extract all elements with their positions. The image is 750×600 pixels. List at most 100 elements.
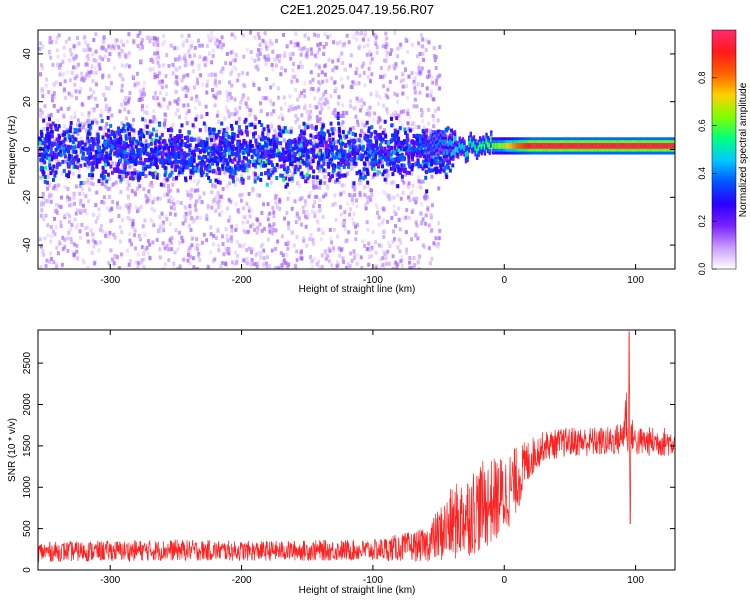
spectrogram-noise-cell <box>190 60 194 65</box>
spectrogram-line-cell <box>483 144 487 150</box>
spectrogram-band-cell <box>380 139 384 144</box>
spectrogram-band-cell <box>274 152 278 157</box>
spectrogram-band-cell <box>65 173 69 178</box>
spectrogram-noise-cell <box>360 122 364 127</box>
spectrogram-band-cell <box>442 132 446 137</box>
spectrogram-band-cell <box>252 134 256 139</box>
spectrogram-band-cell <box>431 168 435 173</box>
spectrogram-band-cell <box>336 149 340 154</box>
spectrogram-band-cell <box>311 148 315 153</box>
spectrogram-noise-cell <box>371 230 375 235</box>
spectrogram-band-cell <box>392 160 396 165</box>
spectrogram-noise-cell <box>251 188 255 193</box>
spectrogram-noise-cell <box>316 33 320 38</box>
spectrogram-noise-cell <box>355 198 359 203</box>
spectrogram-band-cell <box>358 133 362 138</box>
spectrogram-band-cell <box>425 157 429 162</box>
spectrogram-noise-cell <box>326 254 330 259</box>
spectrogram-noise-cell <box>296 41 300 46</box>
spectrogram-noise-cell <box>94 118 98 123</box>
spectrogram-band-cell <box>83 147 87 152</box>
spectrogram-noise-cell <box>162 97 166 102</box>
spectrogram-band-cell <box>57 135 61 140</box>
spectrogram-noise-cell <box>191 236 195 241</box>
spectrogram-band-cell <box>418 139 422 144</box>
spectrogram-band-cell <box>227 135 231 140</box>
spectrogram-line-cell <box>477 145 480 152</box>
spectrogram-band-cell <box>166 128 170 133</box>
spectrogram-band-cell <box>62 139 66 144</box>
spectrogram-band-cell <box>48 153 52 158</box>
spectrogram-noise-cell <box>317 80 321 85</box>
spectrogram-band-cell <box>434 133 438 138</box>
spectrogram-band-cell <box>250 154 254 159</box>
spectrogram-band-cell <box>51 121 55 126</box>
spectrogram-band-cell <box>326 151 330 156</box>
spectrogram-noise-cell <box>235 224 239 229</box>
spectrogram-noise-cell <box>195 137 199 142</box>
spectrogram-noise-cell <box>270 248 274 253</box>
spectrogram-noise-cell <box>42 214 46 219</box>
spectrogram-line-cell <box>482 141 485 147</box>
spectrogram-noise-cell <box>312 256 316 261</box>
spectrogram-noise-cell <box>382 250 386 255</box>
spectrogram-noise-cell <box>190 96 194 101</box>
spectrogram-noise-cell <box>199 73 203 78</box>
spectrogram-noise-cell <box>420 202 424 207</box>
spectrogram-band-cell <box>224 147 228 152</box>
spectrogram-noise-cell <box>163 262 167 267</box>
spectrogram-noise-cell <box>214 195 218 200</box>
spectrogram-band-cell <box>55 137 59 142</box>
spectrogram-noise-cell <box>213 184 217 189</box>
spectrogram-band-cell <box>267 159 271 164</box>
spectrogram-band-cell <box>393 128 397 133</box>
spectrogram-noise-cell <box>354 114 358 119</box>
spectrogram-band-cell <box>169 151 173 156</box>
spectrogram-noise-cell <box>230 224 234 229</box>
spectrogram-noise-cell <box>161 241 165 246</box>
spectrogram-noise-cell <box>353 193 357 198</box>
spectrogram-noise-cell <box>387 240 391 245</box>
spectrogram-band-cell <box>150 149 154 154</box>
spectrogram-band-cell <box>183 163 187 168</box>
spectrogram-noise-cell <box>418 51 422 56</box>
spectrogram-band-cell <box>304 147 308 152</box>
spectrogram-band-cell <box>186 135 190 140</box>
spectrogram-band-cell <box>48 163 52 168</box>
spectrogram-noise-cell <box>341 110 345 115</box>
spectrogram-band-cell <box>389 145 393 150</box>
spectrogram-band-cell <box>231 147 235 152</box>
spectrogram-band-cell <box>218 143 222 148</box>
spectrogram-band-cell <box>118 136 122 141</box>
spectrogram-band-cell <box>135 139 139 144</box>
spectrogram-noise-cell <box>335 260 339 265</box>
spectrogram-band-cell <box>178 170 182 175</box>
spectrogram-noise-cell <box>410 143 414 148</box>
spectrogram-band-cell <box>401 157 405 162</box>
spectrogram-noise-cell <box>331 202 335 207</box>
spectrogram-band-cell <box>213 148 217 153</box>
spectrogram-band-cell <box>421 129 425 134</box>
spectrogram-band-cell <box>148 119 152 124</box>
spectrogram-band-cell <box>178 159 182 164</box>
spectrogram-noise-cell <box>74 55 78 60</box>
spectrogram-noise-cell <box>315 115 319 120</box>
spectrogram-noise-cell <box>319 237 323 242</box>
spectrogram-band-cell <box>290 162 294 167</box>
spectrogram-noise-cell <box>278 199 282 204</box>
spectrogram-band-cell <box>83 142 87 147</box>
spectrogram-noise-cell <box>55 167 59 172</box>
spectrogram-noise-cell <box>386 168 390 173</box>
spectrogram-noise-cell <box>350 198 354 203</box>
spectrogram-band-cell <box>396 184 400 189</box>
spectrogram-band-cell <box>122 170 126 175</box>
spectrogram-noise-cell <box>402 78 406 83</box>
spectrogram-band-cell <box>228 142 232 147</box>
spectrogram-noise-cell <box>272 210 276 215</box>
spectrogram-noise-cell <box>392 204 396 209</box>
spectrogram-band-cell <box>66 162 70 167</box>
spectrogram-band-cell <box>366 143 370 148</box>
spectrogram-band-cell <box>372 172 376 177</box>
spectrogram-noise-cell <box>94 49 98 54</box>
spectrogram-noise-cell <box>314 185 318 190</box>
